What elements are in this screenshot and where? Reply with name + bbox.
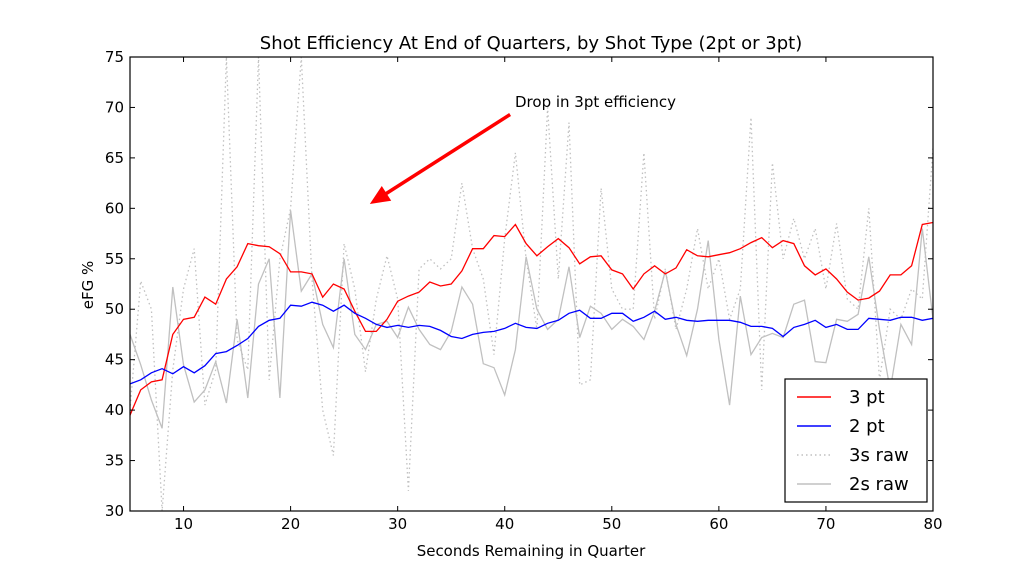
- axes: 10 20 30 40 50 60 70 80 30 35 40 45 50 55 60 65 70 75: [105, 48, 943, 533]
- y-tick-label: 50: [105, 300, 124, 318]
- annotation-text: Drop in 3pt efficiency: [515, 93, 676, 111]
- legend-label: 3s raw: [849, 445, 909, 466]
- legend-label: 2 pt: [849, 416, 885, 437]
- y-tick-label: 65: [105, 149, 124, 167]
- legend-label: 3 pt: [849, 387, 885, 408]
- series-line-3-pt: [130, 221, 933, 416]
- y-tick-label: 40: [105, 401, 124, 419]
- y-axis-label: eFG %: [79, 261, 97, 310]
- x-tick-label: 40: [495, 515, 514, 533]
- x-tick-label: 70: [816, 515, 835, 533]
- annotation: Drop in 3pt efficiency: [369, 93, 676, 204]
- y-tick-label: 60: [105, 199, 124, 217]
- x-tick-label: 80: [923, 515, 942, 533]
- y-tick-label: 45: [105, 351, 124, 369]
- x-tick-label: 20: [281, 515, 300, 533]
- y-tick-label: 70: [105, 98, 124, 116]
- series-line-3s-raw: [130, 57, 933, 511]
- series-line-2s-raw: [130, 210, 933, 429]
- x-tick-label: 30: [388, 515, 407, 533]
- legend-label: 2s raw: [849, 474, 909, 495]
- series-line-2-pt: [130, 301, 933, 385]
- chart-title: Shot Efficiency At End of Quarters, by S…: [260, 33, 802, 54]
- legend-box: [784, 378, 928, 503]
- plot-frame: [129, 56, 934, 512]
- x-tick-label: 10: [174, 515, 193, 533]
- annotation-arrow-head: [369, 185, 392, 204]
- annotation-arrow-shaft: [385, 113, 512, 196]
- x-tick-label: 60: [709, 515, 728, 533]
- plot-area: [130, 57, 933, 511]
- y-tick-label: 55: [105, 250, 124, 268]
- y-tick-label: 30: [105, 502, 124, 520]
- x-axis-label: Seconds Remaining in Quarter: [417, 542, 646, 560]
- legend: 3 pt 2 pt 3s raw 2s raw: [784, 378, 928, 503]
- y-tick-label: 35: [105, 452, 124, 470]
- y-tick-label: 75: [105, 48, 124, 66]
- x-tick-label: 50: [602, 515, 621, 533]
